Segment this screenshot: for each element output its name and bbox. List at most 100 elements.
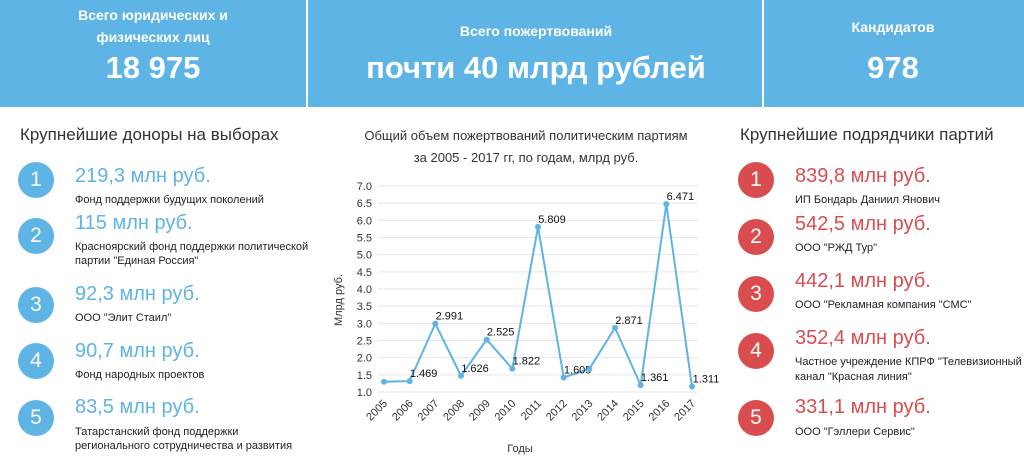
contractor-name: ООО "РЖД Тур" xyxy=(795,242,878,254)
data-label: 1.361 xyxy=(641,372,669,384)
y-axis-title: Млрд руб. xyxy=(333,274,345,326)
contractor-amount: 331,1 млн руб. xyxy=(795,396,931,418)
contractor-amount: 542,5 млн руб. xyxy=(795,213,931,235)
donor-amount: 92,3 млн руб. xyxy=(75,283,200,305)
contractor-name: ООО "Рекламная компания "СМС" xyxy=(795,299,972,311)
stat-entities: Всего юридических и физических лиц 18 97… xyxy=(0,0,306,107)
data-point xyxy=(432,320,439,327)
y-tick-label: 4.5 xyxy=(357,267,372,279)
stat-candidates: Кандидатов 978 xyxy=(764,0,1024,107)
rank-badge: 4 xyxy=(738,333,774,369)
x-tick-label: 2017 xyxy=(672,398,698,424)
stats-banner: Всего юридических и физических лиц 18 97… xyxy=(0,0,1024,107)
y-tick-label: 5.0 xyxy=(357,250,372,262)
x-tick-label: 2008 xyxy=(441,398,467,424)
data-point xyxy=(535,223,541,230)
data-point xyxy=(586,365,593,372)
rank-badge: 3 xyxy=(18,287,54,323)
chart-title-line-2: за 2005 - 2017 гг, по годам, млрд руб. xyxy=(413,150,639,165)
data-point xyxy=(689,383,695,390)
rank-badge: 2 xyxy=(18,218,54,254)
chart-title: Общий объем пожертвований политическим п… xyxy=(334,125,718,169)
x-tick-label: 2013 xyxy=(570,398,596,424)
rank-badge: 1 xyxy=(738,162,774,198)
data-label: 1.822 xyxy=(513,356,541,368)
y-tick-label: 3.5 xyxy=(357,301,372,313)
data-label: 6.471 xyxy=(667,191,695,203)
rank-badge: 2 xyxy=(738,219,774,255)
donor-amount: 115 млн руб. xyxy=(75,212,193,234)
rank-badge: 5 xyxy=(18,400,54,436)
donor-name-line-2: партии "Единая Россия" xyxy=(75,255,199,267)
donor-name: Фонд поддержки будущих поколений xyxy=(75,194,264,206)
data-label: 1.626 xyxy=(461,363,489,375)
contractor-amount: 352,4 млн руб. xyxy=(795,327,931,349)
data-label: 1.311 xyxy=(693,374,720,386)
x-tick-label: 2011 xyxy=(519,398,544,423)
y-tick-label: 7.0 xyxy=(357,181,372,193)
data-point xyxy=(663,201,670,208)
x-tick-label: 2012 xyxy=(544,398,570,424)
data-point xyxy=(637,382,644,389)
data-label: 1.605 xyxy=(564,364,592,376)
y-tick-label: 2.5 xyxy=(357,336,372,348)
y-tick-label: 6.5 xyxy=(357,198,372,210)
y-tick-label: 6.0 xyxy=(357,215,372,227)
data-point xyxy=(560,374,567,381)
donor-name: Красноярский фонд поддержки политической xyxy=(75,241,309,253)
stat-donations: Всего пожертвований почти 40 млрд рублей xyxy=(306,0,764,107)
stat-entities-label-line-1: Всего юридических и xyxy=(78,7,228,23)
stat-entities-label: Всего юридических и физических лиц xyxy=(0,4,306,48)
x-tick-label: 2007 xyxy=(416,398,442,424)
x-tick-label: 2009 xyxy=(467,398,493,424)
rank-badge: 4 xyxy=(18,343,54,379)
x-tick-label: 2010 xyxy=(493,398,519,424)
chart-title-line-1: Общий объем пожертвований политическим п… xyxy=(364,128,688,143)
rank-badge: 1 xyxy=(18,162,54,198)
y-tick-label: 1.0 xyxy=(357,387,372,399)
stat-candidates-label: Кандидатов xyxy=(851,19,935,35)
contractor-name: ООО "Гэллери Сервис" xyxy=(795,426,915,438)
donors-title: Крупнейшие доноры на выборах xyxy=(20,125,279,144)
data-label: 2.871 xyxy=(615,315,643,327)
stat-entities-value: 18 975 xyxy=(105,50,201,85)
donor-amount: 219,3 млн руб. xyxy=(75,165,211,187)
x-tick-label: 2016 xyxy=(647,398,673,424)
donor-name: Фонд народных проектов xyxy=(75,369,205,381)
contractor-amount: 442,1 млн руб. xyxy=(795,270,931,292)
x-tick-label: 2006 xyxy=(390,398,416,424)
x-axis-title: Годы xyxy=(507,443,533,455)
stat-donations-label: Всего пожертвований xyxy=(459,23,613,39)
data-label: 5.809 xyxy=(538,214,566,226)
contractor-amount: 839,8 млн руб. xyxy=(795,165,931,187)
stat-entities-label-line-2: физических лиц xyxy=(96,29,210,45)
rank-badge: 5 xyxy=(738,400,774,436)
y-tick-label: 3.0 xyxy=(357,318,372,330)
stat-donations-value: почти 40 млрд рублей xyxy=(366,50,706,85)
contractors-title: Крупнейшие подрядчики партий xyxy=(740,125,994,144)
contractor-name-line-2: канал "Красная линия" xyxy=(795,371,912,383)
contractor-name: ИП Бондарь Даниил Янович xyxy=(795,194,940,206)
data-point xyxy=(509,365,516,372)
x-tick-label: 2015 xyxy=(621,398,647,424)
data-point xyxy=(381,378,387,385)
y-tick-label: 4.0 xyxy=(357,284,372,296)
data-point xyxy=(458,372,464,379)
data-label: 2.525 xyxy=(487,327,515,339)
y-tick-label: 2.0 xyxy=(357,353,372,365)
rank-badge: 3 xyxy=(738,276,774,312)
donor-name: Татарстанский фонд поддержки xyxy=(75,426,239,438)
data-label: 1.469 xyxy=(410,368,438,380)
donor-name: ООО "Элит Стаил" xyxy=(75,312,172,324)
donor-name-line-2: регионального сотрудничества и развития xyxy=(75,440,293,452)
data-point xyxy=(612,324,618,331)
donor-amount: 90,7 млн руб. xyxy=(75,340,200,362)
x-tick-label: 2014 xyxy=(595,398,621,424)
data-label: 2.991 xyxy=(436,311,464,323)
contractor-name: Частное учреждение КПРФ "Телевизионный xyxy=(795,356,1022,368)
y-tick-label: 5.5 xyxy=(357,233,372,245)
data-point xyxy=(406,378,413,385)
y-tick-label: 1.5 xyxy=(357,370,372,382)
x-tick-label: 2005 xyxy=(364,398,390,424)
donor-amount: 83,5 млн руб. xyxy=(75,396,200,418)
